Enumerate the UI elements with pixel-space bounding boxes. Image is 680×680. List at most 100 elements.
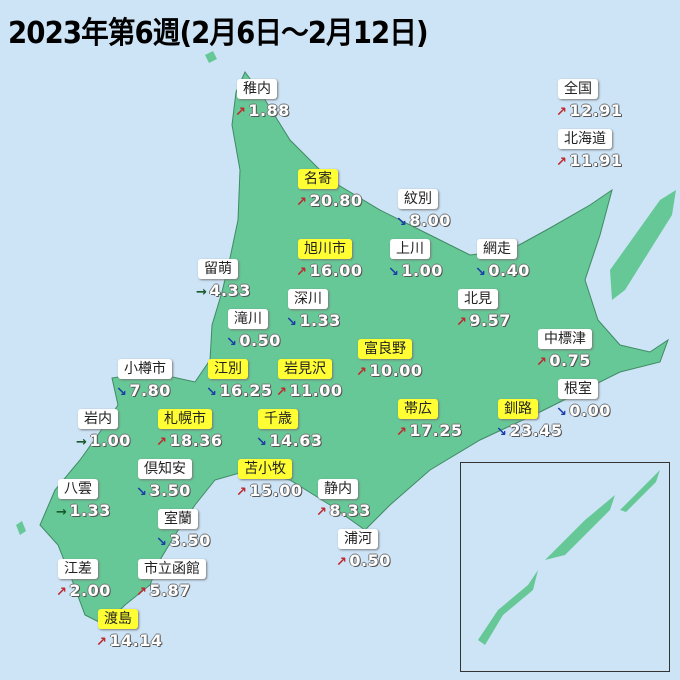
station-10: 中標津 ↗ 0.75 <box>536 328 592 370</box>
value-text: 0.75 <box>549 351 591 370</box>
station-name: 釧路 <box>498 399 538 419</box>
station-name: 北海道 <box>558 129 612 149</box>
station-value: ↘ 1.33 <box>286 311 341 330</box>
value-text: 4.33 <box>209 281 251 300</box>
station-19: 札幌市 ↗ 18.36 <box>156 408 223 450</box>
station-23: 八雲 → 1.33 <box>56 478 111 520</box>
trend-flat-icon: → <box>56 505 68 520</box>
trend-down-icon: ↘ <box>256 435 268 450</box>
station-value: ↘ 3.50 <box>156 531 211 550</box>
trend-up-icon: ↗ <box>276 385 288 400</box>
station-30: 全国 ↗ 12.91 <box>556 78 623 120</box>
value-text: 18.36 <box>169 431 223 450</box>
value-text: 16.00 <box>309 261 363 280</box>
station-value: ↗ 16.00 <box>296 261 363 280</box>
inset-frame <box>460 462 670 672</box>
trend-down-icon: ↘ <box>206 385 218 400</box>
station-name: 稚内 <box>237 79 277 99</box>
value-text: 1.33 <box>299 311 341 330</box>
station-3: 旭川市 ↗ 16.00 <box>296 238 363 280</box>
value-text: 11.91 <box>569 151 623 170</box>
okushiri-island <box>16 521 26 535</box>
station-value: ↗ 18.36 <box>156 431 223 450</box>
trend-down-icon: ↘ <box>496 425 508 440</box>
value-text: 23.45 <box>509 421 563 440</box>
station-16: 帯広 ↗ 17.25 <box>396 398 463 440</box>
station-21: 倶知安 ↘ 3.50 <box>136 458 192 500</box>
station-name: 滝川 <box>228 309 268 329</box>
station-value: ↗ 8.33 <box>316 501 371 520</box>
trend-flat-icon: → <box>76 435 88 450</box>
trend-down-icon: ↘ <box>396 215 408 230</box>
trend-down-icon: ↘ <box>226 335 238 350</box>
trend-up-icon: ↗ <box>356 365 368 380</box>
station-value: ↗ 10.00 <box>356 361 423 380</box>
station-value: ↗ 9.57 <box>456 311 511 330</box>
station-22: 苫小牧 ↗ 15.00 <box>236 458 303 500</box>
station-value: ↗ 11.91 <box>556 151 623 170</box>
value-text: 1.00 <box>401 261 443 280</box>
station-name: 留萌 <box>198 259 238 279</box>
trend-up-icon: ↗ <box>536 355 548 370</box>
station-value: ↘ 0.40 <box>475 261 530 280</box>
trend-up-icon: ↗ <box>136 585 148 600</box>
station-value: ↗ 12.91 <box>556 101 623 120</box>
station-name: 北見 <box>458 289 498 309</box>
value-text: 14.14 <box>109 631 163 650</box>
station-value: ↘ 16.25 <box>206 381 273 400</box>
value-text: 3.50 <box>149 481 191 500</box>
value-text: 11.00 <box>289 381 343 400</box>
station-4: 上川 ↘ 1.00 <box>388 238 443 280</box>
trend-up-icon: ↗ <box>236 485 248 500</box>
station-value: ↗ 11.00 <box>276 381 343 400</box>
value-text: 12.91 <box>569 101 623 120</box>
station-5: 網走 ↘ 0.40 <box>475 238 530 280</box>
station-value: ↗ 2.00 <box>56 581 111 600</box>
station-0: 稚内 ↗ 1.88 <box>235 78 290 120</box>
value-text: 5.87 <box>149 581 191 600</box>
trend-up-icon: ↗ <box>56 585 68 600</box>
trend-up-icon: ↗ <box>96 635 108 650</box>
value-text: 1.00 <box>89 431 131 450</box>
station-name: 江差 <box>58 559 98 579</box>
station-name: 深川 <box>288 289 328 309</box>
station-name: 上川 <box>390 239 430 259</box>
trend-down-icon: ↘ <box>475 265 487 280</box>
trend-down-icon: ↘ <box>388 265 400 280</box>
station-name: 旭川市 <box>298 239 352 259</box>
station-24: 静内 ↗ 8.33 <box>316 478 371 520</box>
rishiri-island <box>205 51 217 63</box>
trend-up-icon: ↗ <box>296 265 308 280</box>
station-18: 岩内 → 1.00 <box>76 408 131 450</box>
station-name: 中標津 <box>538 329 592 349</box>
value-text: 16.25 <box>219 381 273 400</box>
station-9: 滝川 ↘ 0.50 <box>226 308 281 350</box>
station-value: ↘ 0.50 <box>226 331 281 350</box>
kunashiri-island <box>610 190 676 300</box>
value-text: 2.00 <box>69 581 111 600</box>
station-name: 倶知安 <box>138 459 192 479</box>
station-1: 名寄 ↗ 20.80 <box>296 168 363 210</box>
station-11: 富良野 ↗ 10.00 <box>356 338 423 380</box>
trend-flat-icon: → <box>196 285 208 300</box>
value-text: 17.25 <box>409 421 463 440</box>
station-15: 根室 ↘ 0.00 <box>556 378 611 420</box>
station-6: 留萌 → 4.33 <box>196 258 251 300</box>
page-title: 2023年第6週(2月6日～2月12日) <box>8 16 429 51</box>
station-8: 北見 ↗ 9.57 <box>456 288 511 330</box>
value-text: 1.33 <box>69 501 111 520</box>
station-value: ↘ 7.80 <box>116 381 172 400</box>
value-text: 3.50 <box>169 531 211 550</box>
station-17: 釧路 ↘ 23.45 <box>496 398 563 440</box>
value-text: 8.33 <box>329 501 371 520</box>
station-value: ↗ 1.88 <box>235 101 290 120</box>
station-value: ↗ 5.87 <box>136 581 206 600</box>
station-value: ↘ 14.63 <box>256 431 323 450</box>
trend-down-icon: ↘ <box>286 315 298 330</box>
station-name: 浦河 <box>338 529 378 549</box>
station-name: 富良野 <box>358 339 412 359</box>
station-2: 紋別 ↘ 8.00 <box>396 188 451 230</box>
value-text: 8.00 <box>409 211 451 230</box>
trend-up-icon: ↗ <box>456 315 468 330</box>
